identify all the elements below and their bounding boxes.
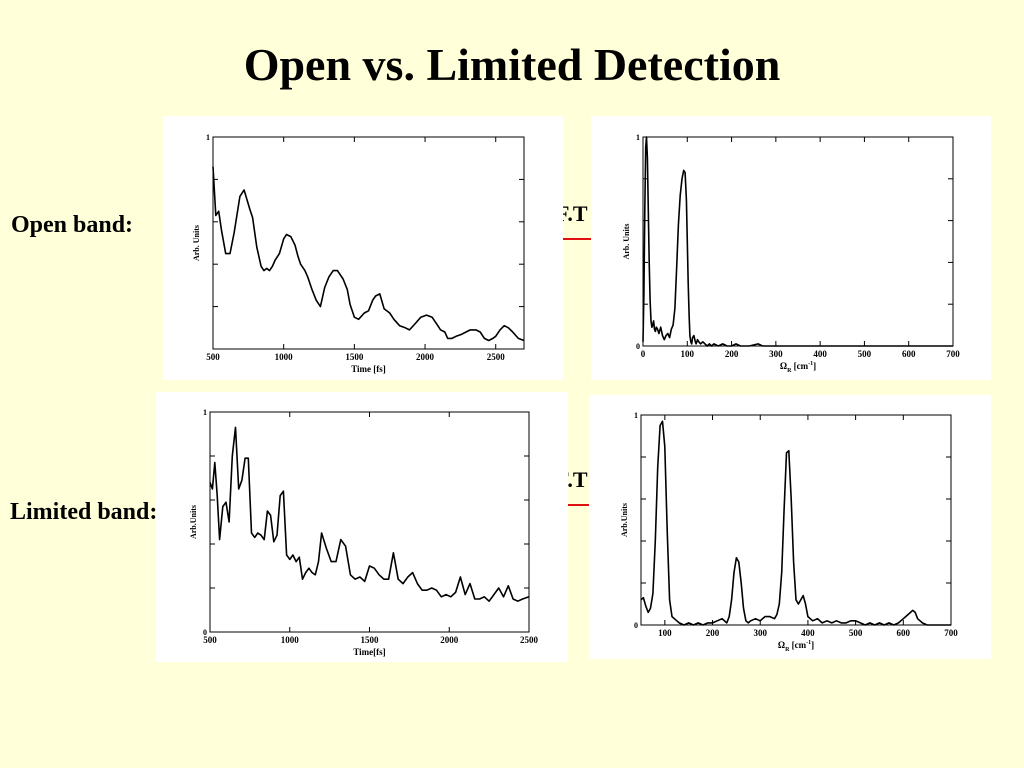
series-line [212,166,525,342]
plot-frame [640,414,952,626]
y-tick-label: 1 [206,133,210,142]
y-tick-label: 0 [636,342,640,351]
open-band-label: Open band: [11,212,134,238]
x-tick-label: 400 [801,628,815,638]
chart-panel-limited-spectrum: 100 200 300 400 500 600 700 0 1 ΩR [cm-1] Arb.Unit… [589,395,991,659]
x-tick-label: 300 [769,349,783,359]
y-tick-label: 1 [634,411,638,420]
x-tick-label: 2500 [520,635,539,645]
y-tick-label: 1 [203,408,207,417]
x-tick-label: 2500 [487,352,506,362]
x-tick-label: 1000 [281,635,300,645]
x-axis-label: Time[fs] [353,647,385,657]
plot-frame [212,136,525,350]
x-tick-label: 600 [897,628,911,638]
x-axis-label: Time [fs] [351,364,386,374]
x-tick-label: 200 [706,628,720,638]
y-tick-label: 0 [203,628,207,637]
y-axis-label: Arb.Units [189,505,198,539]
x-tick-label: 0 [641,349,646,359]
x-tick-label: 1500 [345,352,364,362]
series-line [640,420,951,626]
open-spectrum-chart: 0 100 200 300 400 500 600 700 0 1 ΩR [cm-1] Arb. Un… [622,133,960,374]
x-tick-label: 500 [206,352,220,362]
x-tick-label: 300 [753,628,767,638]
x-tick-label: 500 [849,628,863,638]
limited-band-label: Limited band: [10,499,158,525]
open-time-chart: 500 1000 1500 2000 2500 1 Time [fs] Arb. Units [192,133,525,374]
chart-panel-limited-time: 500 1000 1500 2000 2500 0 1 Time[fs] Arb.Units [156,392,568,662]
x-tick-label: 500 [203,635,217,645]
x-tick-label: 100 [658,628,672,638]
y-axis-label: Arb. Units [622,223,631,259]
x-axis-label: ΩR [cm-1] [780,361,816,374]
x-tick-label: 2000 [416,352,435,362]
x-tick-label: 2000 [440,635,459,645]
x-tick-label: 700 [944,628,958,638]
x-tick-label: 100 [681,349,695,359]
y-tick-label: 1 [636,133,640,142]
x-tick-label: 700 [946,349,960,359]
chart-panel-open-spectrum: 0 100 200 300 400 500 600 700 0 1 ΩR [cm-1] Arb. Un… [591,116,991,380]
series-line [209,426,530,602]
x-tick-label: 1000 [275,352,294,362]
x-tick-label: 200 [725,349,739,359]
x-tick-label: 400 [813,349,827,359]
x-tick-label: 600 [902,349,916,359]
limited-spectrum-chart: 100 200 300 400 500 600 700 0 1 ΩR [cm-1] Arb.Unit… [620,411,958,653]
series-line [642,136,953,347]
page-title: Open vs. Limited Detection [243,39,781,90]
y-axis-label: Arb. Units [192,225,201,261]
limited-time-chart: 500 1000 1500 2000 2500 0 1 Time[fs] Arb.Units [189,408,539,657]
x-tick-label: 1500 [361,635,380,645]
chart-panel-open-time: 500 1000 1500 2000 2500 1 Time [fs] Arb. Units [163,116,563,380]
y-tick-label: 0 [634,621,638,630]
y-axis-label: Arb.Units [620,503,629,537]
x-tick-label: 500 [858,349,872,359]
x-axis-label: ΩR [cm-1] [778,640,814,653]
